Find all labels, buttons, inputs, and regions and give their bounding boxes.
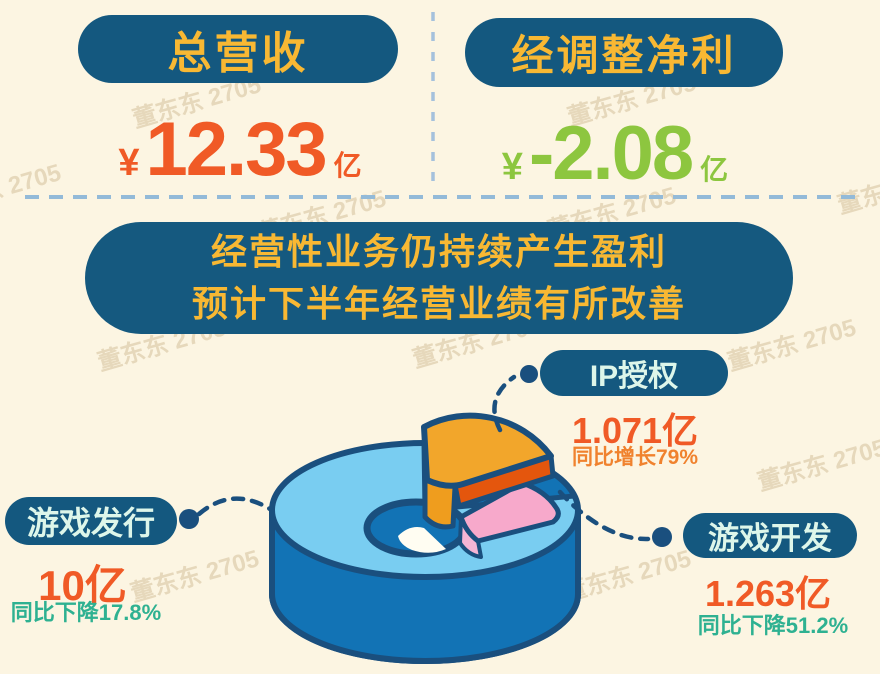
adjusted-net-profit-label: 经调整净利 [511,32,737,79]
total-revenue-label: 总营收 [167,29,309,78]
segment-label-game-publishing: 游戏发行 [26,505,155,541]
total-revenue-number: 12.33 [145,107,327,192]
adjusted-net-profit-pill: 经调整净利 [465,18,783,87]
segment-value-game-publishing: 10亿 [38,562,127,609]
adjusted-net-profit-number: -2.08 [528,111,694,196]
connector-ip-licensing [492,374,517,433]
connector-dot-ip-licensing [520,365,538,383]
total-revenue-unit: 亿 [333,150,362,181]
segment-value-game-development: 1.263亿 [704,573,832,614]
yen-symbol: ¥ [118,142,140,184]
outlook-banner: 经营性业务仍持续产生盈利 预计下半年经营业绩有所改善 [85,222,793,334]
connector-dot-game-development [652,527,672,547]
connector-game-development [557,489,651,542]
outlook-banner-line1: 经营性业务仍持续产生盈利 [210,231,667,272]
outlook-banner-line2: 预计下半年经营业绩有所改善 [191,283,686,324]
segment-pill-game-publishing: 游戏发行 [5,497,177,545]
segment-pill-ip-licensing: IP授权 [540,350,728,396]
segment-yoy-ip-licensing: 同比增长79% [571,446,699,469]
total-revenue-pill: 总营收 [78,15,398,83]
adjusted-net-profit-unit: 亿 [700,154,729,185]
segment-label-game-development: 游戏开发 [708,521,832,556]
total-revenue-value: ¥ 12.33 亿 [78,112,402,188]
segment-yoy-game-development: 同比下降51.2% [697,613,849,638]
wedge-game-development-top [458,480,561,544]
segment-yoy-game-publishing: 同比下降17.8% [10,600,162,625]
segment-value-ip-licensing: 1.071亿 [571,410,699,451]
segment-label-ip-licensing: IP授权 [589,360,679,393]
donut-hole-highlight [398,527,446,553]
connector-game-publishing [196,496,273,517]
yen-symbol: ¥ [501,146,523,188]
segment-pill-game-development: 游戏开发 [683,513,857,558]
adjusted-net-profit-value: ¥ -2.08 亿 [455,116,775,192]
connector-dot-game-publishing [179,509,199,529]
wedge-ip-licensing-top [421,412,554,489]
